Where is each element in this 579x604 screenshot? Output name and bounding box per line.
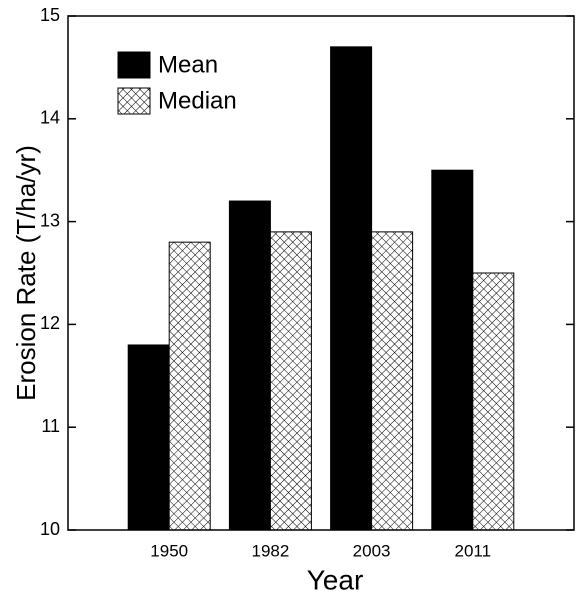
x-tick-label: 2011 [455, 541, 492, 560]
x-tick-label: 1950 [150, 541, 188, 560]
bar [431, 169, 474, 531]
legend-swatch [117, 87, 151, 115]
bar [269, 231, 312, 531]
y-tick-label: 10 [40, 519, 60, 539]
y-tick-label: 12 [40, 313, 60, 333]
bar [228, 200, 271, 531]
x-tick-label: 1982 [251, 541, 289, 560]
x-axis-label: Year [307, 564, 364, 595]
y-tick-label: 11 [41, 416, 60, 436]
y-axis-label: Erosion Rate (T/ha/yr) [11, 145, 41, 401]
bar [371, 231, 414, 531]
bar [168, 241, 211, 531]
y-tick-label: 15 [40, 5, 60, 25]
legend-swatch [117, 51, 151, 79]
y-tick-label: 14 [40, 108, 60, 128]
bar [472, 272, 515, 531]
x-tick-label: 2003 [353, 541, 391, 560]
bar [127, 344, 170, 531]
legend-label: Median [158, 87, 237, 114]
legend-label: Mean [158, 51, 218, 78]
bar [330, 46, 373, 531]
y-tick-label: 13 [40, 210, 60, 230]
plot-frame [67, 15, 575, 531]
